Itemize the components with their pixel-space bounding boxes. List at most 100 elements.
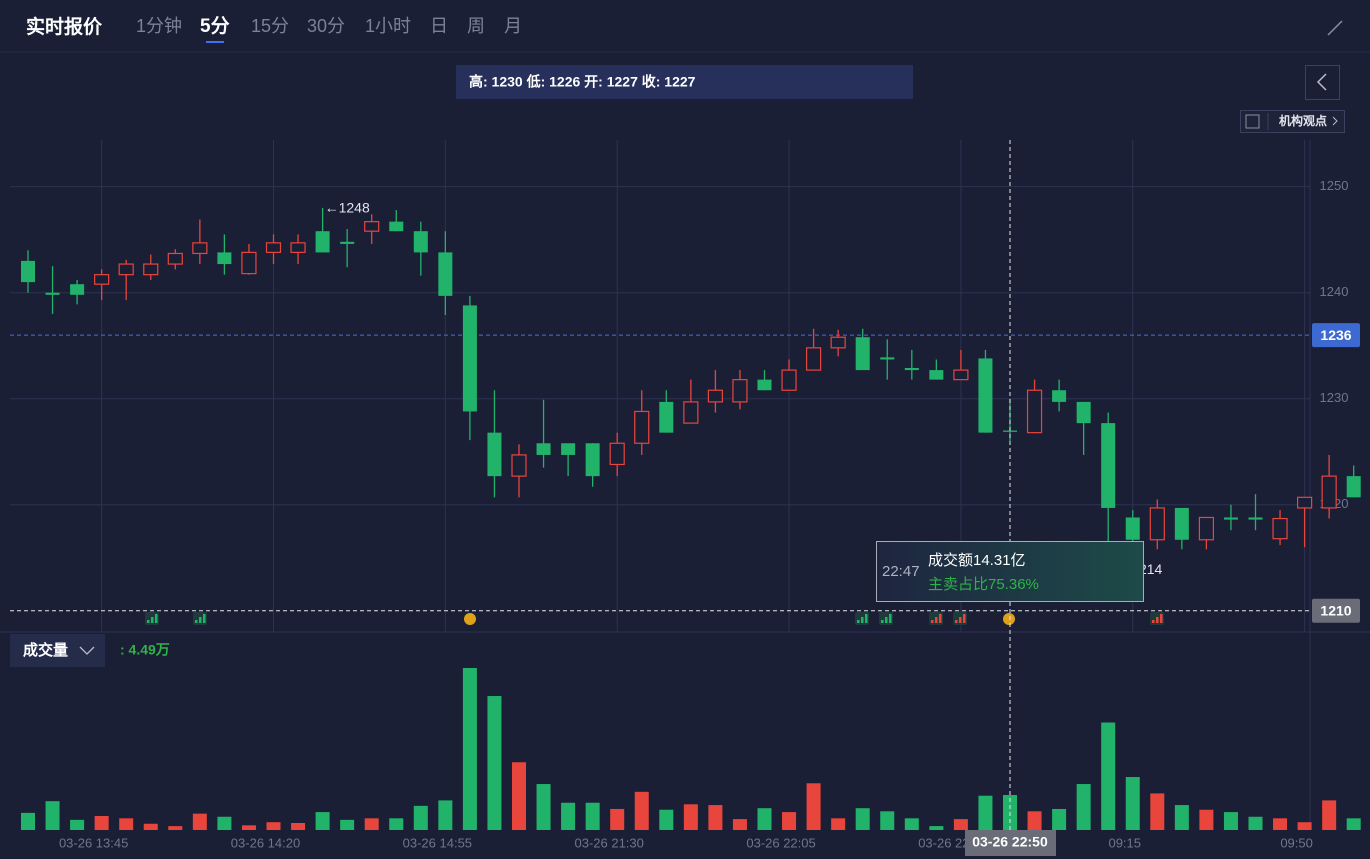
- volume-bar: [782, 812, 797, 830]
- back-button[interactable]: [1305, 65, 1340, 100]
- volume-bar: [192, 813, 207, 830]
- event-icon-bar: [959, 617, 962, 623]
- tab[interactable]: 1小时: [365, 16, 411, 36]
- tab[interactable]: 15分: [251, 16, 289, 36]
- candle-body: [1026, 389, 1043, 434]
- y-tick-label: 1240: [1320, 284, 1349, 299]
- y-tick-label: 1250: [1320, 178, 1349, 193]
- volume-bar: [732, 819, 747, 830]
- opinion-text: 机构观点: [1279, 113, 1327, 128]
- candle-body: [732, 379, 748, 403]
- volume-bar: [1322, 800, 1337, 830]
- x-tick-label: 03-26 13:45: [59, 835, 128, 850]
- candle-body: [978, 358, 993, 433]
- candle-body: [929, 370, 944, 380]
- candle-body: [438, 252, 453, 296]
- candle-body: [265, 242, 282, 253]
- volume-bar: [462, 668, 477, 830]
- candle-body: [364, 221, 380, 232]
- y-tick-label: 1230: [1320, 390, 1349, 405]
- volume-bar: [1027, 811, 1042, 830]
- candle-body: [585, 443, 600, 477]
- volume-bar: [70, 819, 85, 830]
- candle-body: [290, 242, 306, 253]
- candle-body: [1272, 517, 1288, 540]
- back-icon: [1316, 73, 1327, 91]
- volume-bar: [168, 826, 183, 830]
- tooltip-amount: 成交额14.31亿: [928, 551, 1026, 569]
- volume-selector[interactable]: [10, 634, 105, 667]
- last-price-tag: [1312, 323, 1360, 348]
- crosshair-time-tag: [965, 830, 1056, 856]
- tab[interactable]: 日: [430, 16, 448, 36]
- volume-bar: [929, 826, 944, 830]
- volume-bar: [904, 818, 919, 830]
- info-bar: [456, 65, 913, 99]
- event-icon-bar: [889, 614, 892, 623]
- volume-bar: [291, 822, 306, 830]
- tab[interactable]: 30分: [307, 16, 345, 36]
- event-icon-bar: [1160, 614, 1163, 623]
- event-icon-bar: [865, 614, 868, 623]
- volume-bar: [978, 795, 993, 830]
- tab[interactable]: 5分: [200, 15, 230, 37]
- tab[interactable]: 周: [467, 16, 485, 36]
- candle-body: [340, 241, 355, 244]
- volume-bar: [241, 825, 256, 830]
- volume-chevron: [79, 646, 95, 655]
- volume-bar: [1174, 805, 1189, 830]
- volume-bar: [21, 812, 35, 830]
- tab-underline: [206, 41, 224, 43]
- candle-body: [1296, 496, 1313, 509]
- candle-body: [757, 379, 772, 391]
- event-icon-bar: [151, 617, 154, 623]
- candle-body: [830, 336, 846, 349]
- volume-bar: [1273, 818, 1288, 830]
- event-dot: [464, 613, 476, 625]
- candle-body: [462, 305, 477, 412]
- tooltip-sell-ratio: 主卖占比75.36%: [928, 576, 1039, 593]
- candle-body: [1003, 430, 1017, 432]
- candle-body: [315, 231, 330, 253]
- volume-bar: [45, 801, 60, 830]
- candle-body: [659, 401, 674, 433]
- candle-body: [21, 260, 35, 283]
- tab[interactable]: 月: [504, 16, 522, 36]
- candle-body: [118, 263, 134, 276]
- candle-body: [1248, 517, 1263, 520]
- candle-body: [70, 284, 85, 295]
- volume-bar: [119, 818, 134, 830]
- tab[interactable]: 1分钟: [136, 16, 182, 36]
- opinion-button[interactable]: [1240, 110, 1345, 133]
- event-icon-bar: [861, 617, 864, 623]
- event-dot: [1003, 613, 1015, 625]
- candle-body: [94, 274, 110, 285]
- candle-body: [561, 443, 576, 455]
- candle-body: [609, 442, 625, 466]
- crosshair-price-label: 1210: [1320, 602, 1351, 618]
- event-icon-bar: [857, 620, 860, 623]
- volume-bar: [1125, 777, 1140, 830]
- volume-bar: [1150, 793, 1165, 830]
- event-icon-bar: [203, 614, 206, 623]
- volume-bar: [217, 816, 232, 830]
- tooltip-box: [876, 541, 1144, 602]
- volume-bar: [389, 818, 404, 830]
- x-tick-label: 03-26 14:20: [231, 835, 300, 850]
- collapse-icon[interactable]: [1327, 20, 1343, 36]
- candle-body: [1052, 390, 1067, 402]
- candle-body: [536, 443, 551, 455]
- volume-bar: [438, 800, 453, 830]
- candle-body: [805, 347, 822, 371]
- volume-bar: [659, 809, 674, 830]
- event-icon-bar: [199, 617, 202, 623]
- volume-bar: [1101, 722, 1116, 830]
- volume-bar: [94, 815, 109, 830]
- volume-bar: [1248, 816, 1263, 830]
- volume-bar: [1076, 784, 1091, 830]
- event-icon-bar: [939, 614, 942, 623]
- volume-bar: [1199, 809, 1214, 830]
- opinion-chevron: [1332, 116, 1338, 126]
- candle-body: [1125, 517, 1140, 540]
